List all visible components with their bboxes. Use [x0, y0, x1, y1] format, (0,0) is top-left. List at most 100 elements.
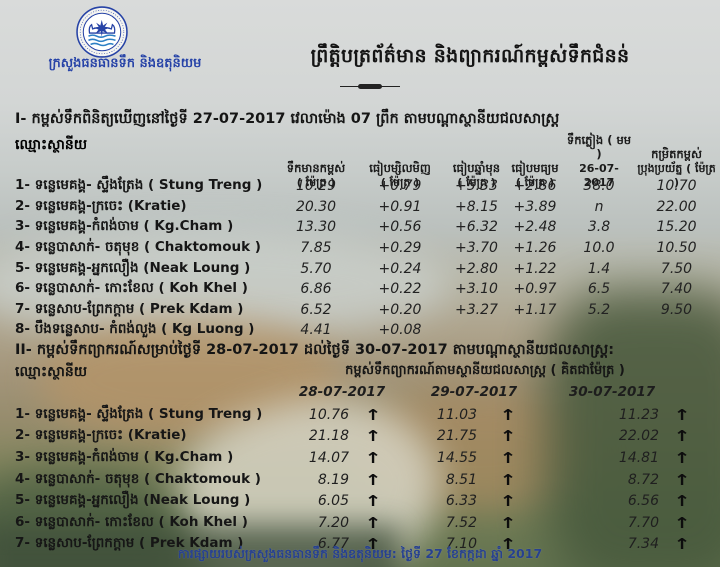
- table-row: 4- ទន្លេបាសាក់- ចតុមុខ ( Chaktomouk ) 7.…: [15, 238, 705, 259]
- forecast-value: 14.07: [308, 449, 349, 466]
- vs-average: +2.48: [513, 219, 557, 236]
- alert-level: 7.40: [660, 281, 693, 298]
- table-row: 8- បឹងទន្លេសាប- កំពង់លួង ( Kg Luong ) 4.…: [15, 320, 705, 341]
- table-row: 2- ទន្លេមេគង្គ-ក្រចេះ (Kratie) 21.18 ↑ 2…: [15, 426, 705, 448]
- table-row: 3- ទន្លេមេគង្គ-កំពង់ចាម ( Kg.Cham ) 14.0…: [15, 447, 705, 469]
- forecast-value: 7.52: [445, 514, 477, 531]
- observed-table-header: ឈ្មោះស្ថានីយ ទឹកមានកម្ពស់( ម៉ែត្រ ) ធៀបម…: [15, 133, 716, 189]
- vs-average: +1.22: [513, 260, 557, 277]
- alert-level: 15.20: [656, 219, 697, 236]
- up-arrow-icon: ↑: [673, 513, 691, 532]
- table-row: 7- ទន្លេសាប-ព្រែកក្តាម ( Prek Kdam ) 6.5…: [15, 300, 705, 321]
- col-header-alert-level: កម្រិតកម្ពស់ ប្រុងប្រយ័ត្ន ( ម៉ែត្រ ): [637, 147, 716, 189]
- vs-last-year: +8.15: [455, 198, 498, 215]
- alert-level: 10.70: [656, 178, 697, 195]
- col-header-vs-last-year: ធៀបឆ្នាំមុន( ម៉ែត្រ ): [452, 161, 501, 189]
- forecast-value: 7.34: [627, 536, 659, 553]
- vs-yesterday: +0.29: [378, 240, 422, 257]
- up-arrow-icon: ↑: [499, 427, 517, 446]
- rainfall: 1.4: [587, 260, 611, 277]
- up-arrow-icon: ↑: [364, 405, 382, 424]
- section2-heading: II- កម្ពស់ទឹកព្យាករណ៍សម្រាប់ថ្ងៃទី 28-07…: [15, 342, 615, 358]
- forecast-value: 6.56: [627, 493, 659, 510]
- forecast-value: 21.18: [308, 428, 349, 445]
- forecast-value: 22.02: [618, 428, 659, 445]
- vs-yesterday: +0.22: [378, 281, 422, 298]
- vs-last-year: +3.27: [455, 301, 498, 318]
- vs-average: +1.26: [513, 240, 557, 257]
- station-column-label: ឈ្មោះស្ថានីយ: [15, 364, 88, 380]
- vs-yesterday: +0.08: [378, 322, 422, 339]
- rainfall: 5.2: [587, 301, 611, 318]
- up-arrow-icon: ↑: [673, 405, 691, 424]
- forecast-value: 10.76: [308, 406, 349, 423]
- col-header-water-level: ទឹកមានកម្ពស់( ម៉ែត្រ ): [286, 161, 346, 189]
- water-level: 5.70: [300, 260, 332, 277]
- rainfall: 6.5: [587, 281, 611, 298]
- station-name: 5- ទន្លេមេគង្គ-អ្នកលឿង (Neak Loung ): [15, 492, 251, 509]
- table-row: 3- ទន្លេមេគង្គ-កំពង់ចាម ( Kg.Cham ) 13.3…: [15, 217, 705, 238]
- table-row: 5- ទន្លេមេគង្គ-អ្នកលឿង (Neak Loung ) 6.0…: [15, 490, 705, 512]
- col-header-vs-average: ធៀបមធ្យម( ម៉ែត្រ ): [511, 161, 559, 189]
- up-arrow-icon: ↑: [364, 513, 382, 532]
- forecast-value: 8.51: [445, 471, 477, 488]
- station-name: 6- ទន្លេបាសាក់- កោះខែល ( Koh Khel ): [15, 513, 248, 530]
- rainfall: 3.8: [587, 219, 611, 236]
- alert-level: 22.00: [656, 198, 697, 215]
- rainfall: 38.0: [583, 178, 615, 195]
- rainfall: 10.0: [583, 240, 615, 257]
- table-row: 1- ទន្លេមេគង្គ- ស្ទឹងត្រែង ( Stung Treng…: [15, 404, 705, 426]
- forecast-date: 29-07-2017: [430, 384, 518, 400]
- observed-table-body: 1- ទន្លេមេគង្គ- ស្ទឹងត្រែង ( Stung Treng…: [15, 176, 705, 341]
- forecast-date: 30-07-2017: [568, 384, 656, 400]
- water-level: 10.29: [295, 178, 337, 195]
- title-divider: [340, 84, 400, 89]
- forecast-value: 7.20: [317, 514, 349, 531]
- station-name: 3- ទន្លេមេគង្គ-កំពង់ចាម ( Kg.Cham ): [15, 218, 234, 235]
- up-arrow-icon: ↑: [499, 470, 517, 489]
- vs-last-year: +3.10: [455, 281, 498, 298]
- station-name: 6- ទន្លេបាសាក់- កោះខែល ( Koh Khel ): [15, 280, 248, 297]
- alert-level: 9.50: [660, 301, 693, 318]
- water-level: 13.30: [295, 219, 337, 236]
- vs-yesterday: +0.20: [378, 301, 422, 318]
- up-arrow-icon: ↑: [364, 470, 382, 489]
- vs-last-year: +6.32: [455, 219, 498, 236]
- vs-last-year: +2.80: [455, 260, 498, 277]
- ministry-name: ក្រសួងធនធានទឹក និងឧតុនិយម: [48, 56, 202, 71]
- section1-heading: I- កម្ពស់ទឹកពិនិត្យឃើញនៅថ្ងៃទី 27-07-201…: [15, 111, 560, 127]
- station-name: 4- ទន្លេបាសាក់- ចតុមុខ ( Chaktomouk ): [15, 470, 261, 487]
- up-arrow-icon: ↑: [673, 427, 691, 446]
- station-name: 2- ទន្លេមេគង្គ-ក្រចេះ (Kratie): [15, 197, 187, 214]
- up-arrow-icon: ↑: [364, 535, 382, 554]
- up-arrow-icon: ↑: [364, 448, 382, 467]
- up-arrow-icon: ↑: [673, 448, 691, 467]
- vs-yesterday: +0.91: [378, 198, 422, 215]
- water-level: 6.86: [300, 281, 332, 298]
- ministry-seal-icon: [76, 6, 128, 58]
- station-name: 3- ទន្លេមេគង្គ-កំពង់ចាម ( Kg.Cham ): [15, 448, 234, 465]
- vs-yesterday: +0.79: [378, 178, 422, 195]
- station-name: 8- បឹងទន្លេសាប- កំពង់លួង ( Kg Luong ): [15, 321, 255, 338]
- col-header-vs-yesterday: ធៀបម្សិលមិញ( ម៉ែត្រ ): [369, 161, 431, 189]
- forecast-date-header: 28-07-2017 29-07-2017 30-07-2017: [15, 384, 705, 400]
- vs-average: +0.97: [513, 281, 557, 298]
- vs-average: +1.17: [513, 301, 557, 318]
- station-name: 4- ទន្លេបាសាក់- ចតុមុខ ( Chaktomouk ): [15, 239, 261, 256]
- water-level: 7.85: [300, 240, 332, 257]
- vs-average: +3.89: [513, 198, 557, 215]
- vs-last-year: +5.33: [455, 178, 498, 195]
- table-row: 6- ទន្លេបាសាក់- កោះខែល ( Koh Khel ) 6.86…: [15, 279, 705, 300]
- station-name: 5- ទន្លេមេគង្គ-អ្នកលឿង (Neak Loung ): [15, 259, 251, 276]
- up-arrow-icon: ↑: [364, 427, 382, 446]
- up-arrow-icon: ↑: [499, 448, 517, 467]
- table-row: 5- ទន្លេមេគង្គ-អ្នកលឿង (Neak Loung ) 5.7…: [15, 258, 705, 279]
- vs-average: +2.86: [513, 178, 557, 195]
- forecast-value: 8.72: [627, 471, 659, 488]
- forecast-value: 14.81: [618, 449, 659, 466]
- col-header-rainfall: ទឹកភ្លៀង ( មម ) 26-07-2017: [566, 133, 632, 189]
- bulletin-title: ព្រឹត្តិបត្រព័ត៌មាន និងព្យាករណ៍កម្ពស់ទឹក…: [310, 45, 630, 67]
- up-arrow-icon: ↑: [673, 492, 691, 511]
- forecast-table-subheader: ឈ្មោះស្ថានីយ កម្ពស់ទឹកព្យាករណ៍តាមស្ថានីយ…: [15, 362, 705, 383]
